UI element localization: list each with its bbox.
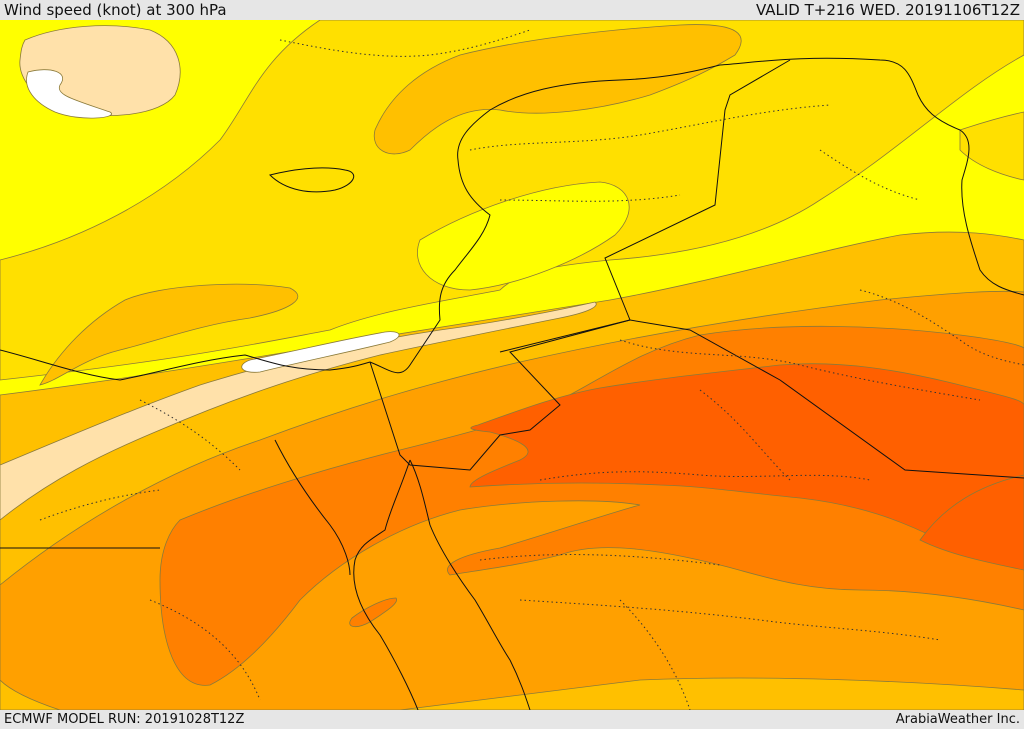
blob-amber-north [373, 24, 742, 155]
blob-dark-orange-small [349, 597, 398, 628]
coastlines [0, 57, 1024, 710]
band-gold-right [959, 111, 1024, 181]
band-peach [0, 301, 597, 521]
model-run: ECMWF MODEL RUN: 20191028T12Z [4, 712, 245, 727]
map-title: Wind speed (knot) at 300 hPa [4, 1, 227, 19]
jet-core-red-orange-east [919, 474, 1024, 571]
wind-speed-map [0, 20, 1024, 710]
jet-core-red-orange [469, 363, 1024, 571]
pocket-yellow [417, 181, 630, 291]
blob-amber-west [39, 283, 299, 386]
province-boundaries [39, 29, 1024, 710]
blob-white-northwest [26, 69, 112, 119]
map-canvas [0, 20, 1024, 710]
footer-bar: ECMWF MODEL RUN: 20191028T12Z ArabiaWeat… [0, 710, 1024, 729]
valid-time: VALID T+216 WED. 20191106T12Z [755, 1, 1020, 19]
country-borders [0, 59, 1024, 549]
band-white [241, 331, 400, 373]
credit-text: ArabiaWeather Inc. [895, 712, 1020, 727]
header-bar: Wind speed (knot) at 300 hPa VALID T+216… [0, 0, 1024, 20]
